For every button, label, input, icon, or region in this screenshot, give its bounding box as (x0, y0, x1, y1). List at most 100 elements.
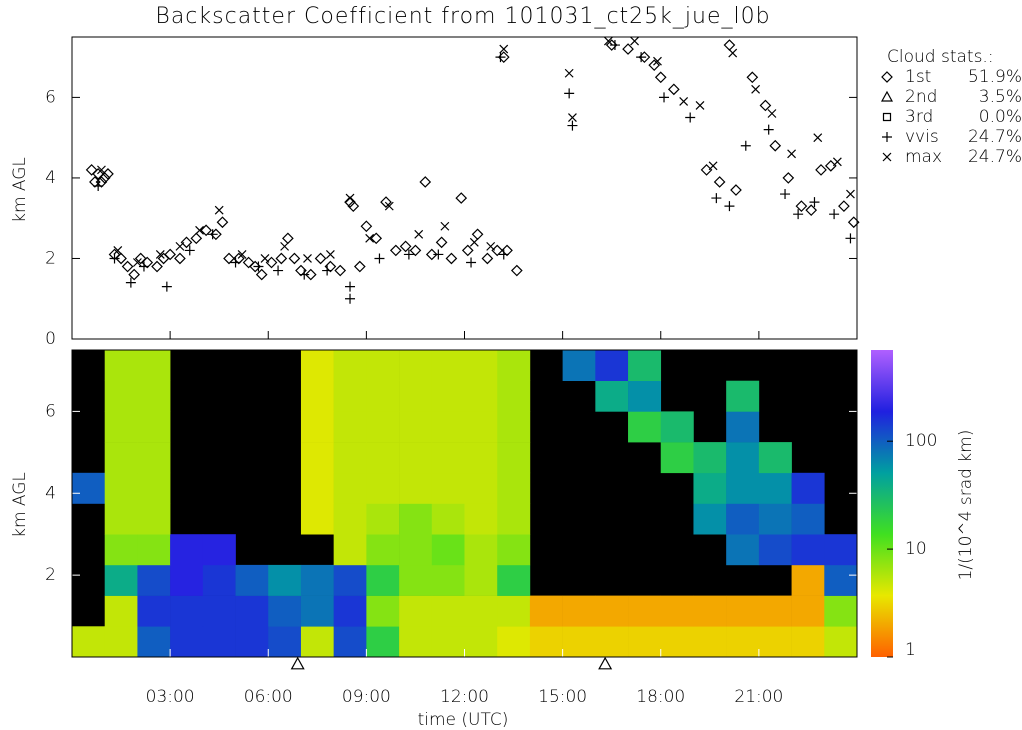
heatmap-cell (137, 564, 171, 596)
legend-symbol (882, 112, 892, 122)
heatmap-cell (693, 503, 727, 535)
cloud-point (155, 250, 165, 259)
heatmap-cell (431, 472, 465, 504)
legend-title: Cloud stats.: (887, 47, 994, 67)
heatmap-cell (104, 595, 138, 627)
heatmap-cell (300, 380, 334, 412)
heatmap-cell (693, 626, 727, 658)
heatmap-cell (497, 503, 531, 535)
heatmap-cell (137, 626, 171, 658)
cloud-point (132, 258, 142, 267)
y-tick-label: 4 (45, 168, 56, 188)
cloud-point (384, 201, 394, 211)
heatmap-cell (399, 626, 433, 658)
cloud-point (207, 229, 218, 240)
x-tick-label: 21:00 (734, 687, 783, 707)
legend-label: 1st (905, 67, 931, 87)
legend-label: vvis (905, 127, 939, 147)
heatmap-cell (72, 626, 106, 658)
heatmap-cell (562, 626, 596, 658)
heatmap-cell (300, 626, 334, 658)
x-tick-label: 12:00 (440, 687, 489, 707)
cloud-point (845, 233, 856, 244)
heatmap-cell (268, 626, 302, 658)
heatmap-cell (170, 626, 204, 658)
heatmap-cell (464, 442, 498, 474)
cloud-point (782, 172, 795, 184)
heatmap-cell (300, 411, 334, 443)
cloud-point (399, 240, 412, 253)
cloud-point (787, 149, 797, 159)
heatmap-cell (399, 350, 433, 381)
cloud-point (481, 252, 494, 265)
heatmap-cell (562, 595, 596, 627)
heatmap-cell (366, 534, 400, 566)
heatmap-cell (333, 472, 367, 504)
heatmap-cell (628, 350, 662, 381)
cloud-point (134, 252, 147, 265)
heatmap-cell (235, 564, 269, 596)
cloud-point (200, 224, 212, 237)
cloud-point (113, 245, 123, 255)
cloud-point (713, 176, 726, 188)
legend-share: 24.7% (968, 147, 1022, 167)
cloud-point (161, 281, 172, 292)
heatmap-cell (399, 411, 433, 443)
cloud-point (564, 88, 575, 99)
heatmap-cell (726, 442, 760, 474)
cloud-point (216, 216, 229, 229)
cloud-point (255, 268, 268, 281)
axis-marker (290, 656, 305, 670)
heatmap-cell (726, 595, 760, 627)
cloud-point (567, 120, 578, 131)
heatmap-cell (464, 534, 498, 566)
cloud-point (164, 248, 176, 261)
cloud-point (223, 252, 235, 265)
y-tick-label: 6 (45, 87, 56, 107)
heatmap-cell (104, 350, 138, 381)
heatmap-cell (758, 442, 792, 474)
cloud-point (510, 264, 523, 277)
heatmap-cell (497, 626, 531, 658)
heatmap-cell (72, 472, 106, 504)
cloud-point (237, 250, 247, 259)
x-tick-label: 06:00 (244, 687, 293, 707)
colorbar-tick-label: 10 (905, 539, 927, 559)
cloud-point (730, 184, 742, 196)
cloud-point (622, 43, 634, 55)
cloud-point (763, 124, 774, 135)
colorbar-tick-label: 1 (905, 640, 916, 660)
cloud-point (838, 200, 850, 212)
cloud-point (711, 193, 722, 204)
cloud-point (501, 244, 513, 257)
cloud-point (724, 201, 735, 212)
heatmap-cell (366, 564, 400, 596)
legend-label: 3rd (905, 107, 933, 127)
cloud-point (679, 97, 689, 106)
heatmap-cell (268, 595, 302, 627)
cloud-point (365, 233, 375, 243)
heatmap-cell (202, 595, 236, 627)
cloud-point (97, 165, 106, 175)
cloud-point (175, 241, 185, 251)
cloud-point (630, 36, 640, 46)
cloud-point (282, 232, 294, 245)
heatmap-cell (497, 472, 531, 504)
x-tick-label: 18:00 (636, 687, 685, 707)
heatmap-cell (824, 626, 858, 658)
legend-symbol (882, 132, 892, 142)
cloud-point (295, 264, 307, 277)
cloud-point (93, 180, 104, 191)
heatmap-cell (431, 564, 465, 596)
heatmap-cell (104, 380, 138, 412)
heatmap-cell (824, 595, 858, 627)
heatmap-cell (399, 442, 433, 474)
heatmap-cell (791, 626, 825, 658)
heatmap-cell (660, 595, 694, 627)
heatmap-cell (464, 595, 498, 627)
plot-frame (71, 349, 858, 658)
cloud-point (360, 220, 373, 233)
axis-marker (598, 656, 613, 670)
heatmap-cell (137, 442, 171, 474)
cloud-point (809, 197, 820, 208)
